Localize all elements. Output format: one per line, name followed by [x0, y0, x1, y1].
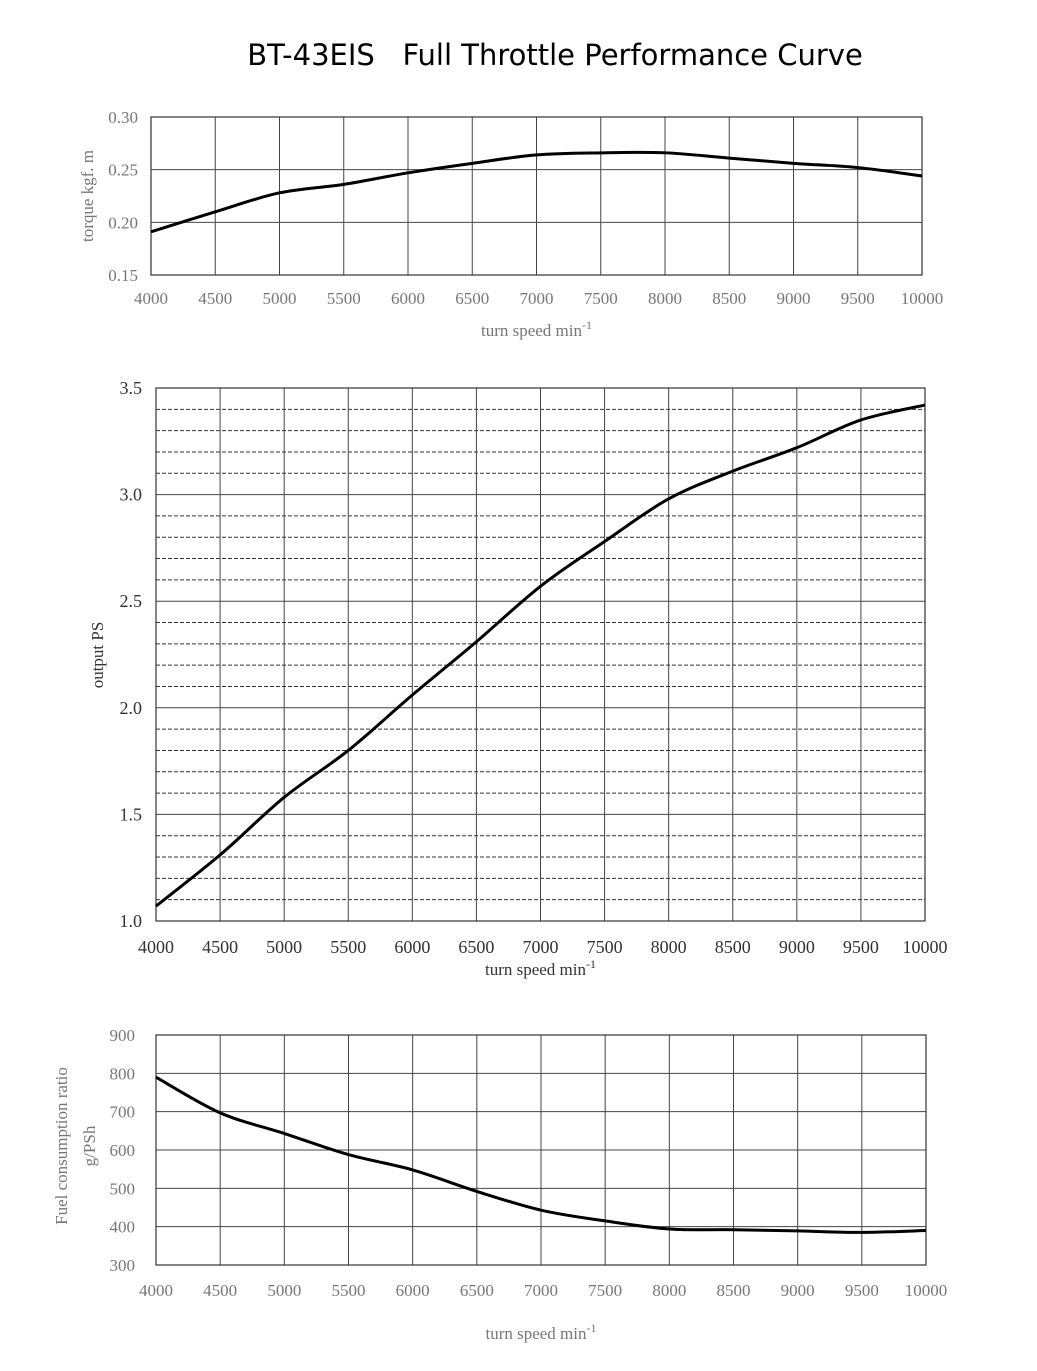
- x-tick-label: 4500: [198, 289, 232, 308]
- x-tick-label: 4000: [138, 937, 174, 957]
- plot-frame: [155, 387, 926, 922]
- x-tick-label: 8000: [648, 289, 682, 308]
- y-tick-label: 0.25: [108, 161, 138, 180]
- x-tick-label: 4500: [203, 1281, 237, 1300]
- y-axis-label: Fuel consumption ratio: [52, 1067, 71, 1225]
- x-tick-label: 7500: [587, 937, 623, 957]
- y-tick-label: 3.0: [120, 485, 143, 505]
- x-tick-label: 4000: [134, 289, 168, 308]
- x-tick-label: 9500: [841, 289, 875, 308]
- torque-curve: [150, 150, 923, 234]
- y-tick-label: 400: [110, 1218, 136, 1237]
- x-tick-label: 10000: [903, 937, 948, 957]
- x-axis-label-superscript: -1: [582, 318, 592, 332]
- x-tick-label: 6000: [391, 289, 425, 308]
- y-tick-label: 1.5: [120, 804, 143, 824]
- fuel-curve: [155, 1075, 927, 1234]
- x-axis-label-superscript: -1: [586, 957, 596, 971]
- y-axis-label: output PS: [88, 622, 107, 689]
- x-tick-label: 4500: [202, 937, 238, 957]
- y-tick-label: 600: [110, 1141, 136, 1160]
- plot-frame: [155, 1034, 927, 1266]
- x-tick-label: 5000: [263, 289, 297, 308]
- y-tick-label: 800: [110, 1064, 136, 1083]
- chart-title: BT-43EIS Full Throttle Performance Curve: [247, 38, 863, 72]
- x-tick-label: 8500: [715, 937, 751, 957]
- x-tick-label: 6000: [394, 937, 430, 957]
- x-tick-label: 4000: [139, 1281, 173, 1300]
- y-tick-label: 0.20: [108, 213, 138, 232]
- x-tick-label: 7500: [584, 289, 618, 308]
- x-tick-label: 8000: [651, 937, 687, 957]
- x-tick-label: 6500: [458, 937, 494, 957]
- y-tick-label: 1.0: [120, 911, 143, 931]
- x-axis-label-superscript: -1: [587, 1321, 597, 1335]
- output-chart: 1.0 1.5 2.0 2.5 3.0 3.5 4000 4500 5000 5500 6000 65…: [88, 378, 948, 979]
- x-tick-label: 5500: [327, 289, 361, 308]
- x-tick-label: 8000: [652, 1281, 686, 1300]
- x-tick-label: 10000: [905, 1281, 948, 1300]
- x-tick-label: 5500: [330, 937, 366, 957]
- x-tick-label: 10000: [901, 289, 944, 308]
- y-tick-label: 900: [110, 1026, 136, 1045]
- x-tick-label: 8500: [717, 1281, 751, 1300]
- x-tick-label: 9000: [777, 289, 811, 308]
- x-tick-label: 7000: [523, 937, 559, 957]
- x-axis-label: turn speed min-1: [481, 318, 592, 340]
- x-axis-label: turn speed min-1: [485, 1321, 596, 1343]
- y-tick-label: 0.15: [108, 266, 138, 285]
- x-tick-label: 7000: [520, 289, 554, 308]
- x-tick-label: 6500: [455, 289, 489, 308]
- fuel-chart: 300 400 500 600 700 800 900 4000 4500 5000 5500 600…: [52, 1026, 947, 1343]
- x-tick-label: 5500: [332, 1281, 366, 1300]
- x-tick-label: 6000: [396, 1281, 430, 1300]
- y-tick-label: 2.0: [120, 698, 143, 718]
- y-tick-label: 300: [110, 1256, 136, 1275]
- y-axis-label: torque kgf. m: [78, 150, 97, 242]
- y-tick-label: 500: [110, 1179, 136, 1198]
- y-tick-label: 2.5: [120, 591, 143, 611]
- x-axis-label-text: turn speed min: [485, 960, 587, 979]
- x-axis-label-text: turn speed min: [485, 1324, 587, 1343]
- x-axis-label-text: turn speed min: [481, 321, 583, 340]
- x-tick-label: 9500: [845, 1281, 879, 1300]
- x-tick-label: 5000: [267, 1281, 301, 1300]
- plot-frame: [150, 116, 923, 276]
- y-tick-label: 3.5: [120, 378, 143, 398]
- x-tick-label: 5000: [266, 937, 302, 957]
- x-tick-label: 9000: [779, 937, 815, 957]
- x-axis-label: turn speed min-1: [485, 957, 596, 979]
- torque-chart: 0.15 0.20 0.25 0.30 4000 4500 5000 5500 6000 6500…: [78, 108, 943, 340]
- x-tick-label: 9500: [843, 937, 879, 957]
- x-tick-label: 9000: [781, 1281, 815, 1300]
- y-tick-label: 700: [110, 1103, 136, 1122]
- x-tick-label: 8500: [712, 289, 746, 308]
- x-tick-label: 7000: [524, 1281, 558, 1300]
- y-tick-label: 0.30: [108, 108, 138, 127]
- y-axis-unit-label: g/PSh: [80, 1125, 99, 1166]
- x-tick-label: 6500: [460, 1281, 494, 1300]
- x-tick-label: 7500: [588, 1281, 622, 1300]
- output-curve: [155, 403, 926, 908]
